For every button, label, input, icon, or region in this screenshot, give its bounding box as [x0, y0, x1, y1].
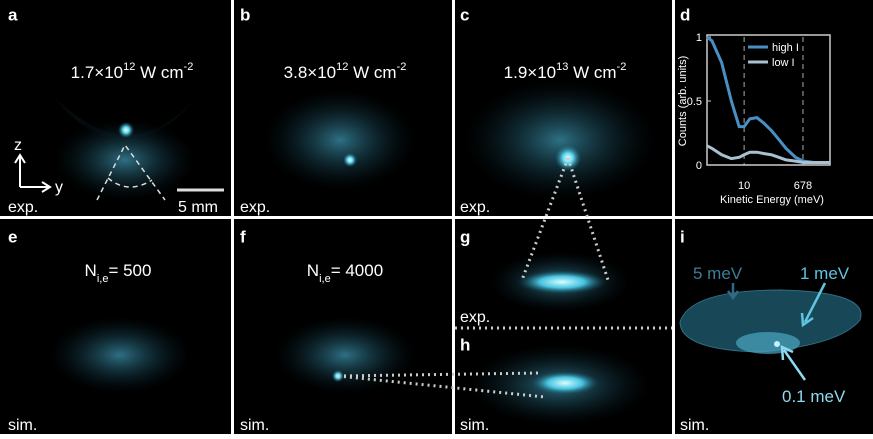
base: 3.8×10 — [284, 63, 336, 82]
page: a b c d e f g h i exp. exp. exp. sim. si… — [0, 0, 873, 439]
figure: a b c d e f g h i exp. exp. exp. sim. si… — [0, 0, 873, 434]
base: 1.7×10 — [71, 63, 123, 82]
symbol: N — [307, 261, 319, 280]
base: 1.9×10 — [504, 63, 556, 82]
panel-tag: exp. — [240, 199, 270, 216]
x-tick-label: 678 — [794, 180, 812, 192]
x-axis-label: Kinetic Energy (meV) — [720, 194, 824, 206]
energy-label: 1 meV — [800, 264, 850, 283]
panel-tag: exp. — [460, 309, 490, 326]
panel-tag: sim. — [8, 417, 37, 434]
y-tick-label: 0.5 — [687, 96, 702, 108]
y-tick-label: 0 — [696, 160, 702, 172]
count-text: = 500 — [108, 261, 151, 280]
scale-bar-label: 5 mm — [178, 199, 218, 216]
subscript: i,e — [97, 273, 109, 285]
panel-letter: a — [8, 5, 18, 24]
panel-letter: e — [8, 227, 17, 246]
panel-letter: c — [460, 5, 469, 24]
unit: W cm — [348, 63, 396, 82]
exp: 13 — [556, 61, 568, 73]
exp: 12 — [123, 61, 135, 73]
unit-exp: -2 — [184, 61, 194, 73]
panel-letter: h — [460, 335, 470, 354]
legend-label: low I — [772, 57, 795, 69]
axis-z: z — [14, 137, 22, 154]
subscript: i,e — [319, 273, 331, 285]
unit: W cm — [135, 63, 183, 82]
panel-letter: i — [680, 227, 685, 246]
exp: 12 — [336, 61, 348, 73]
panel-tag: exp. — [8, 199, 38, 216]
count-text: = 4000 — [331, 261, 383, 280]
unit-exp: -2 — [617, 61, 627, 73]
panel-letter: f — [240, 227, 246, 246]
axis-y: y — [55, 179, 63, 196]
unit-exp: -2 — [397, 61, 407, 73]
energy-label: 0.1 meV — [782, 387, 846, 406]
x-tick-label: 10 — [738, 180, 750, 192]
y-tick-label: 1 — [696, 32, 702, 44]
panel-letter: b — [240, 5, 250, 24]
unit: W cm — [568, 63, 616, 82]
symbol: N — [85, 261, 97, 280]
panel-tag: sim. — [680, 417, 709, 434]
energy-label: 5 meV — [693, 264, 743, 283]
panel-tag: sim. — [240, 417, 269, 434]
panel-tag: sim. — [460, 417, 489, 434]
legend-label: high I — [772, 42, 799, 54]
panel-letter: g — [460, 227, 470, 246]
panel-tag: exp. — [460, 199, 490, 216]
panel-letter: d — [680, 5, 690, 24]
